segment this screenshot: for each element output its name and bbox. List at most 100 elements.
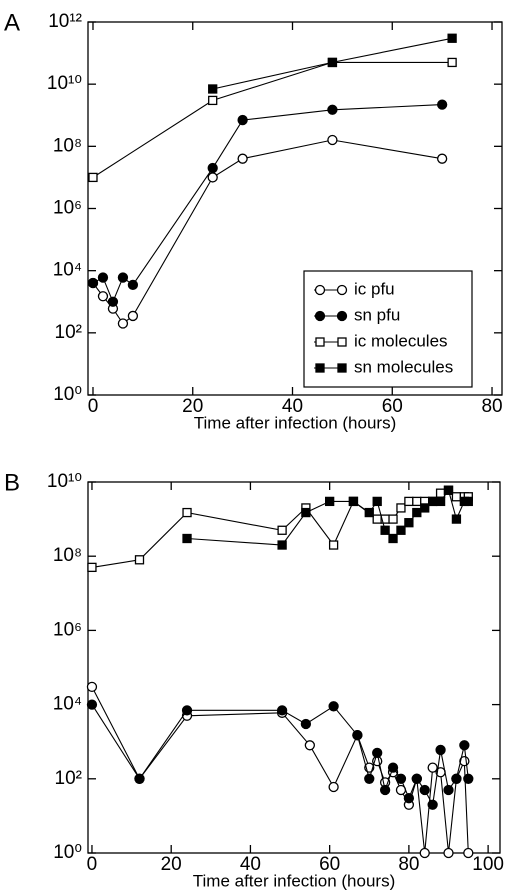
x-tick-label: 80: [481, 396, 502, 417]
marker: [436, 153, 448, 164]
marker: [86, 681, 98, 693]
marker: [327, 57, 338, 68]
marker: [372, 514, 382, 524]
marker: [97, 291, 109, 302]
plot-frame: [87, 481, 501, 854]
legend-marker: [315, 337, 325, 347]
marker: [380, 525, 390, 535]
y-tick-label: 10⁸: [53, 135, 82, 156]
x-tick-label: 40: [240, 854, 261, 875]
marker: [435, 496, 446, 507]
y-tick-label: 10⁶: [53, 198, 82, 219]
series-line: [92, 61, 453, 178]
marker: [207, 172, 218, 183]
marker: [403, 793, 415, 804]
marker: [396, 525, 406, 535]
x-tick-label: 0: [88, 396, 99, 417]
marker: [463, 496, 473, 507]
marker: [87, 277, 99, 289]
marker: [379, 784, 391, 796]
marker: [372, 747, 383, 759]
marker: [237, 153, 248, 164]
x-tick-label: 100: [472, 854, 504, 875]
y-tick-label: 10⁴: [53, 260, 82, 281]
marker: [208, 84, 218, 94]
marker: [428, 496, 438, 507]
y-tick-label: 10⁰: [53, 842, 82, 863]
legend-marker: [314, 310, 326, 322]
marker: [352, 730, 363, 741]
marker: [364, 507, 374, 518]
panel-label: B: [4, 469, 20, 496]
marker: [328, 540, 339, 550]
marker: [447, 57, 457, 68]
x-tick-label: 40: [282, 396, 303, 417]
marker: [277, 525, 287, 535]
marker: [435, 744, 446, 756]
marker: [134, 555, 145, 565]
marker: [427, 799, 438, 810]
y-tick-label: 10¹²: [48, 11, 82, 32]
x-axis-label: Time after infection (hours): [194, 413, 397, 432]
marker: [443, 784, 454, 796]
marker: [97, 272, 109, 283]
marker: [276, 705, 288, 716]
marker: [348, 496, 359, 507]
x-tick-label: 0: [87, 854, 98, 875]
x-tick-label: 60: [382, 396, 403, 417]
y-tick-label: 10¹⁰: [47, 471, 82, 492]
marker: [463, 847, 474, 859]
y-tick-label: 10⁰: [53, 384, 82, 405]
marker: [404, 518, 414, 528]
y-tick-label: 10⁴: [53, 694, 82, 715]
marker: [364, 773, 375, 784]
legend-label: sn molecules: [354, 357, 453, 376]
legend-marker: [314, 284, 326, 296]
marker: [328, 781, 339, 793]
marker: [412, 507, 422, 518]
marker: [447, 33, 457, 43]
marker: [127, 310, 139, 322]
marker: [419, 847, 430, 859]
marker: [372, 496, 382, 507]
marker: [87, 562, 97, 573]
marker: [412, 496, 422, 507]
marker: [419, 784, 430, 796]
marker: [127, 279, 139, 290]
marker: [328, 701, 339, 712]
y-tick-label: 10¹⁰: [47, 73, 82, 94]
legend-marker: [337, 337, 347, 347]
marker: [117, 272, 129, 283]
marker: [325, 496, 335, 507]
marker: [304, 740, 315, 751]
marker: [181, 705, 193, 716]
marker: [443, 847, 454, 859]
legend-marker: [337, 363, 347, 373]
legend-marker: [336, 284, 348, 296]
panel-label: A: [4, 9, 20, 36]
marker: [208, 95, 218, 106]
marker: [182, 533, 192, 544]
series-line: [91, 704, 469, 807]
x-tick-label: 80: [398, 854, 419, 875]
marker: [451, 773, 462, 784]
marker: [396, 503, 406, 513]
legend-marker: [336, 310, 348, 322]
marker: [459, 740, 470, 751]
marker: [451, 492, 462, 502]
marker: [300, 718, 312, 730]
marker: [327, 134, 338, 146]
y-tick-label: 10⁸: [53, 545, 82, 566]
marker: [207, 162, 218, 174]
marker: [427, 762, 438, 773]
marker: [237, 114, 248, 126]
marker: [436, 99, 448, 110]
legend-marker: [315, 363, 325, 373]
marker: [411, 773, 422, 784]
marker: [395, 773, 407, 784]
y-tick-label: 10⁶: [53, 619, 82, 640]
marker: [404, 496, 414, 507]
marker: [117, 318, 129, 329]
x-tick-label: 20: [182, 396, 203, 417]
